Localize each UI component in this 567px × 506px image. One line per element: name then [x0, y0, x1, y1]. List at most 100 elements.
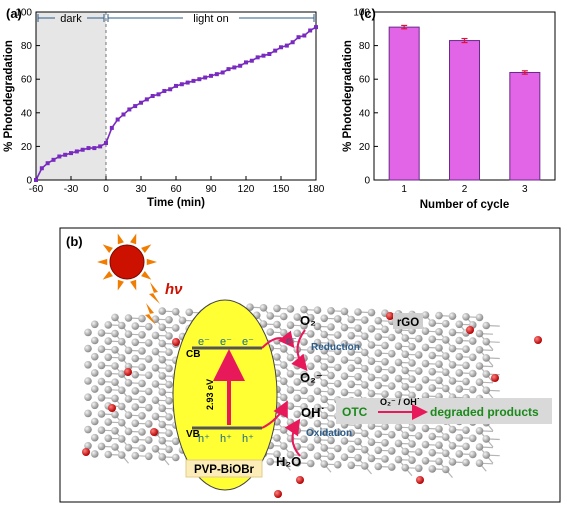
carbon-atom	[293, 313, 302, 321]
data-point	[45, 161, 50, 166]
carbon-atom	[414, 464, 423, 473]
sun-ray	[146, 258, 157, 266]
carbon-atom	[117, 337, 126, 346]
carbon-atom	[408, 424, 416, 432]
sun-ray	[141, 271, 152, 280]
carbon-atom	[144, 452, 153, 461]
carbon-atom	[462, 313, 470, 321]
carbon-atom	[158, 372, 167, 380]
carbon-atom	[347, 445, 356, 453]
data-point	[314, 25, 318, 30]
carbon-atom	[428, 367, 437, 376]
data-point	[302, 33, 307, 38]
carbon-atom	[97, 377, 106, 386]
carbon-atom	[367, 454, 376, 463]
carbon-atom	[138, 444, 146, 453]
carbon-atom	[482, 451, 491, 459]
carbon-atom	[448, 328, 457, 337]
axis-ticks-c: 0 20 40 60 80 100 1 2 3	[353, 8, 528, 196]
carbon-atom	[482, 354, 491, 362]
data-point	[34, 178, 38, 182]
carbon-atom	[84, 442, 92, 450]
x-tick-label: 180	[308, 184, 325, 195]
carbon-atom	[435, 441, 443, 450]
electron-1: e⁻	[198, 336, 210, 348]
electron-3: e⁻	[242, 336, 254, 348]
carbon-atom	[333, 347, 342, 356]
carbon-atom	[320, 314, 329, 323]
carbon-atom	[320, 427, 329, 436]
carbon-atom	[279, 458, 288, 467]
carbon-atom	[374, 446, 383, 455]
reduction-arrow	[291, 329, 308, 372]
x-tick-label: 1	[401, 184, 407, 195]
carbon-atom	[158, 388, 167, 396]
carbon-atom	[374, 316, 383, 325]
carbon-atom	[306, 427, 315, 435]
oxygen-atom	[386, 312, 394, 320]
dark-annotation: dark	[60, 13, 82, 25]
x-tick-label: 3	[522, 184, 528, 195]
carbon-atom	[90, 320, 99, 329]
carbon-atom	[414, 432, 423, 440]
carbon-atom	[360, 429, 369, 438]
data-point	[238, 63, 243, 68]
dark-light-annotation: dark light on	[37, 13, 315, 25]
x-tick-label: 150	[273, 184, 290, 195]
data-point	[69, 151, 73, 156]
carbon-atom	[394, 342, 403, 351]
carbon-atom	[151, 412, 160, 421]
carbon-atom	[340, 356, 349, 364]
carbon-atom	[327, 436, 335, 445]
bar	[509, 71, 541, 181]
carbon-atom	[293, 394, 302, 402]
oxygen-atom	[491, 374, 499, 382]
carbon-atom	[421, 359, 430, 368]
data-point	[144, 97, 149, 102]
carbon-atom	[90, 336, 99, 345]
carbon-atom	[387, 463, 396, 471]
carbon-atom	[131, 322, 140, 330]
carbon-atom	[428, 448, 437, 457]
carbon-atom	[84, 425, 92, 434]
data-point	[273, 48, 278, 53]
data-point	[86, 146, 91, 151]
carbon-atom	[408, 391, 416, 400]
carbon-atom	[462, 361, 470, 370]
carbon-atom	[306, 362, 315, 371]
carbon-atom	[306, 346, 315, 354]
carbon-atom	[387, 366, 396, 374]
carbon-atom	[482, 370, 491, 378]
carbon-atom	[340, 323, 349, 332]
carbon-atom	[131, 435, 140, 444]
carbon-atom	[333, 379, 342, 388]
oxygen-atom	[466, 326, 474, 334]
carbon-atom	[266, 312, 275, 320]
rgo-label-box	[393, 313, 423, 329]
carbon-atom	[300, 338, 308, 346]
carbon-atom	[117, 418, 126, 427]
carbon-atom	[104, 369, 113, 378]
sun-ray	[102, 271, 113, 280]
carbon-atom	[381, 374, 389, 382]
carbon-atom	[347, 348, 356, 356]
carbon-atom	[111, 394, 119, 403]
data-point	[185, 80, 190, 85]
carbon-atom	[347, 364, 356, 372]
carbon-atom	[286, 418, 295, 427]
carbon-atom	[111, 378, 119, 387]
carbon-atom	[435, 425, 443, 433]
y-axis-title-c: % Photodegradation	[342, 40, 354, 152]
carbon-atom	[131, 338, 140, 347]
y-tick-label: 60	[359, 75, 371, 86]
data-point	[168, 87, 173, 92]
carbon-atom	[279, 426, 288, 434]
radicals-label: O₂⁻ / OH˙	[380, 397, 420, 407]
carbon-atom	[475, 362, 484, 370]
carbon-atom	[279, 393, 288, 402]
carbon-atom	[435, 311, 443, 320]
carbon-atom	[374, 333, 383, 341]
carbon-atom	[286, 305, 295, 313]
sun-ray	[130, 279, 137, 291]
carbon-atom	[374, 381, 383, 390]
